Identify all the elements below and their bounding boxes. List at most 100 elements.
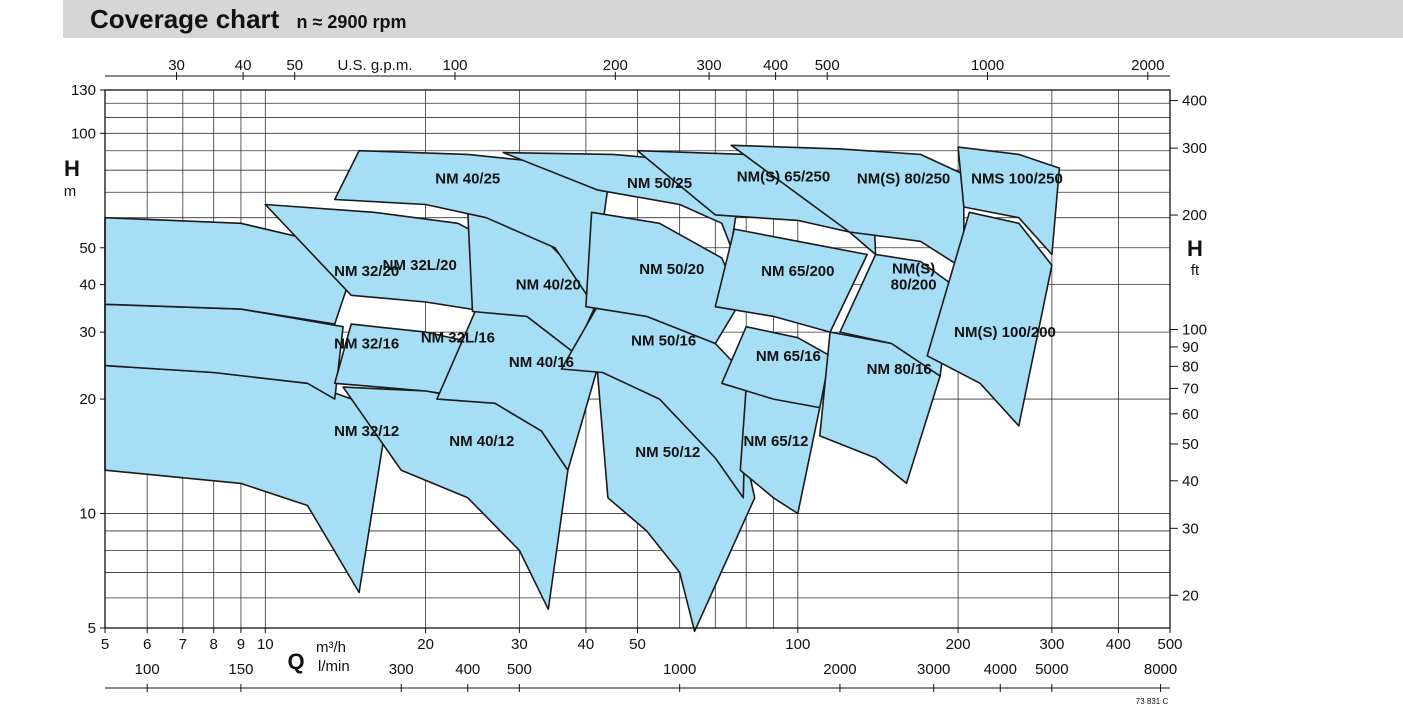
- axes: 5 6 7 8 9 10 20 30 40 50 100 200 300 400 500 Qm³/h l/min…: [64, 57, 1207, 706]
- ft-tick-label: 400: [1182, 93, 1207, 110]
- x-unit-lmin: l/min: [318, 658, 350, 675]
- y-tick-label: 130: [71, 82, 96, 99]
- y-tick-label: 20: [79, 391, 96, 408]
- region-label: NM 50/25: [627, 175, 692, 192]
- region-label: NM 32/20: [334, 263, 399, 280]
- region-label: 80/200: [891, 277, 937, 294]
- lmin-tick-label: 4000: [984, 661, 1017, 678]
- region-label: NM 50/16: [631, 333, 696, 350]
- y-axis-unit: m: [64, 183, 77, 200]
- ft-tick-label: 60: [1182, 406, 1199, 423]
- y-tick-label: 40: [79, 277, 96, 294]
- gpm-axis-label: U.S. g.p.m.: [337, 57, 412, 74]
- lmin-tick-label: 8000: [1144, 661, 1177, 678]
- region-label: NM(S) 65/250: [737, 168, 830, 185]
- y-tick-label: 100: [71, 125, 96, 142]
- gpm-tick-label: 300: [697, 57, 722, 74]
- region-area: [730, 144, 965, 270]
- region-label: NM 40/25: [435, 171, 500, 188]
- lmin-tick-label: 100: [135, 661, 160, 678]
- region-area: [585, 211, 742, 345]
- x-unit-m3h: m³/h: [316, 639, 346, 656]
- x-tick-label: 100: [785, 636, 810, 653]
- ft-axis-label: H: [1187, 236, 1203, 261]
- region-label: NM 65/200: [761, 263, 834, 280]
- region-label: NM 40/20: [516, 277, 581, 294]
- region-label: NM(S) 100/200: [954, 324, 1056, 341]
- lmin-tick-label: 1000: [663, 661, 696, 678]
- ft-tick-label: 300: [1182, 140, 1207, 157]
- y-axis-label: H: [64, 156, 80, 181]
- region-label: NM 50/12: [635, 444, 700, 461]
- gpm-tick-label: 30: [168, 57, 185, 74]
- lmin-tick-label: 150: [228, 661, 253, 678]
- region-label: NM 32/16: [334, 336, 399, 353]
- ft-axis-unit: ft: [1191, 262, 1200, 279]
- title-text: Coverage chart: [90, 4, 280, 34]
- figure-code: 73 831 C: [1136, 697, 1169, 706]
- gpm-tick-label: 40: [235, 57, 252, 74]
- header-band: [63, 0, 1403, 38]
- gpm-tick-label: 1000: [971, 57, 1004, 74]
- region-label: NM 50/20: [639, 261, 704, 278]
- x-tick-label: 40: [578, 636, 595, 653]
- ft-tick-label: 20: [1182, 587, 1199, 604]
- ft-tick-label: 80: [1182, 358, 1199, 375]
- region-label: NM 65/16: [756, 348, 821, 365]
- region-label: NMS 100/250: [971, 171, 1063, 188]
- labels: NM 32/12 NM 32/16 NM 32/20 NM 32L/16 NM 32L/…: [334, 168, 1063, 461]
- lmin-tick-label: 5000: [1035, 661, 1068, 678]
- y-tick-label: 30: [79, 324, 96, 341]
- gpm-tick-label: 50: [286, 57, 303, 74]
- subtitle-text: n ≈ 2900 rpm: [296, 12, 407, 32]
- x-tick-label: 500: [1157, 636, 1182, 653]
- region-area: [926, 211, 1053, 427]
- region-area: [333, 149, 609, 303]
- x-tick-label: 5: [101, 636, 109, 653]
- x-tick-label: 10: [257, 636, 274, 653]
- x-tick-label: 20: [417, 636, 434, 653]
- x-tick-label: 6: [143, 636, 151, 653]
- region-label: NM 65/12: [743, 433, 808, 450]
- y-tick-label: 10: [79, 506, 96, 523]
- ft-tick-label: 40: [1182, 473, 1199, 490]
- region-area: [839, 253, 954, 377]
- region-label: NM 32/12: [334, 423, 399, 440]
- lmin-tick-label: 400: [455, 661, 480, 678]
- x-tick-label: 8: [210, 636, 218, 653]
- ft-tick-label: 30: [1182, 520, 1199, 537]
- region-area: [957, 146, 1061, 256]
- ft-tick-label: 90: [1182, 339, 1199, 356]
- region-label: NM(S) 80/250: [857, 171, 950, 188]
- ft-tick-label: 200: [1182, 207, 1207, 224]
- gpm-tick-label: 400: [763, 57, 788, 74]
- y-tick-label: 5: [88, 620, 96, 637]
- lmin-tick-label: 500: [507, 661, 532, 678]
- region-label: NM 32L/20: [383, 257, 457, 274]
- region-label: NM 32L/16: [421, 330, 495, 347]
- x-tick-label: 9: [237, 636, 245, 653]
- ft-tick-label: 50: [1182, 436, 1199, 453]
- lmin-tick-label: 3000: [917, 661, 950, 678]
- region-area: [720, 325, 831, 409]
- gpm-tick-label: 200: [603, 57, 628, 74]
- x-tick-label: 50: [629, 636, 646, 653]
- x-tick-label: 200: [946, 636, 971, 653]
- x-tick-label: 7: [179, 636, 187, 653]
- y-tick-label: 50: [79, 240, 96, 257]
- x-tick-label: 300: [1039, 636, 1064, 653]
- lmin-tick-label: 2000: [823, 661, 856, 678]
- gpm-tick-label: 100: [442, 57, 467, 74]
- ft-tick-label: 70: [1182, 380, 1199, 397]
- region-label: NM 80/16: [867, 361, 932, 378]
- gpm-tick-label: 2000: [1131, 57, 1164, 74]
- x-axis-symbol: Q: [287, 649, 304, 674]
- lmin-tick-label: 300: [389, 661, 414, 678]
- region-label: NM 40/16: [509, 354, 574, 371]
- page-title: Coverage chart n ≈ 2900 rpm: [90, 4, 406, 35]
- x-tick-label: 400: [1106, 636, 1131, 653]
- region-area: [714, 228, 869, 333]
- gpm-tick-label: 500: [815, 57, 840, 74]
- x-tick-label: 30: [511, 636, 528, 653]
